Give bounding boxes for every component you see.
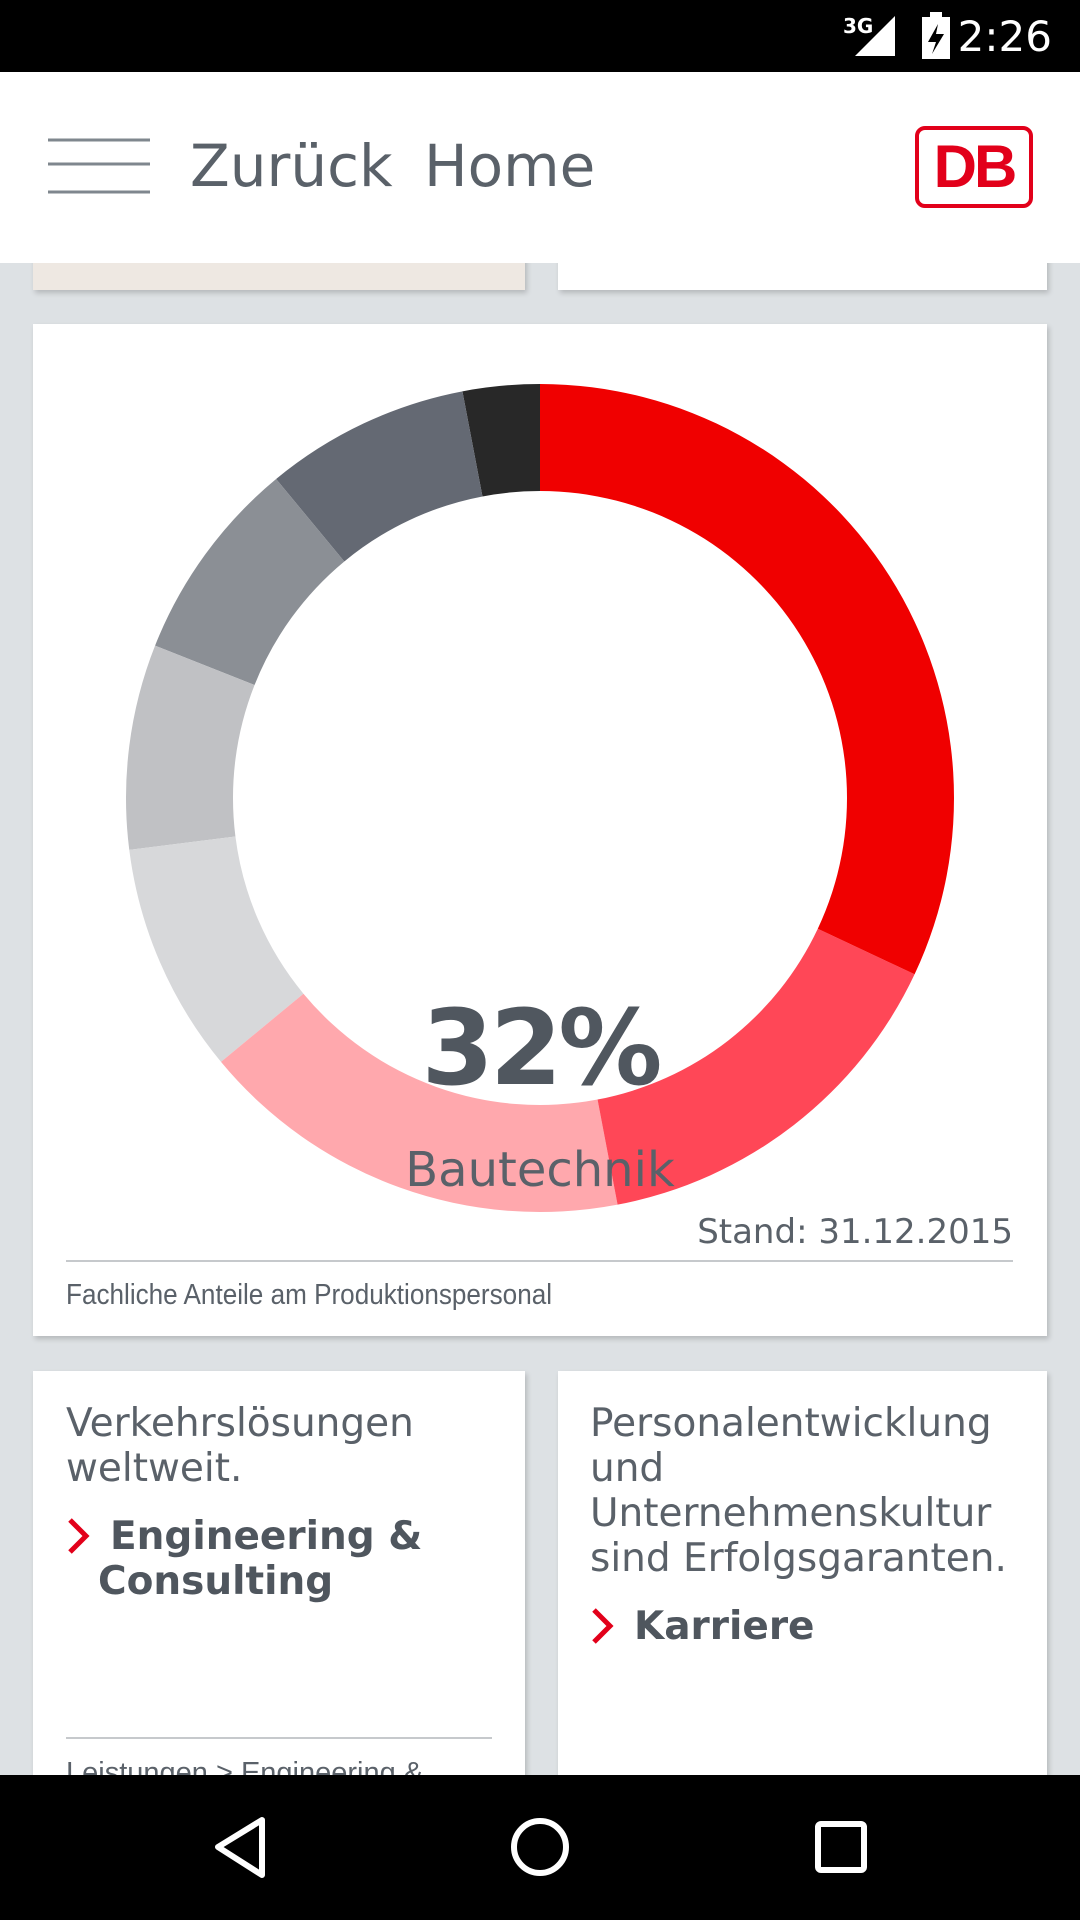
- donut-segment: [221, 993, 618, 1212]
- card-text: Personalentwicklung und Unternehmenskult…: [590, 1401, 1007, 1581]
- card-link[interactable]: Karriere: [634, 1604, 815, 1649]
- signal-icon: [855, 16, 895, 56]
- home-button[interactable]: [511, 1818, 569, 1876]
- back-link[interactable]: Zurück: [190, 132, 393, 200]
- chart-card: 32% Bautechnik Stand: 31.12.2015 Fachlic…: [33, 324, 1047, 1336]
- divider: [66, 1737, 492, 1739]
- nav-bar: [0, 1775, 1080, 1920]
- battery-icon: [922, 12, 950, 59]
- home-link[interactable]: Home: [424, 132, 596, 200]
- donut-segment: [155, 479, 345, 685]
- recents-button[interactable]: [815, 1821, 867, 1873]
- chevron: [592, 1608, 614, 1644]
- header: Zurück Home DB: [0, 72, 1080, 263]
- donut-segment: [129, 836, 304, 1062]
- center-category: Bautechnik: [405, 1142, 675, 1198]
- donut-segment: [540, 384, 954, 975]
- chevron: [68, 1518, 90, 1554]
- donut-segment: [126, 645, 255, 850]
- back-button[interactable]: [215, 1817, 265, 1878]
- menu-button[interactable]: [48, 132, 152, 196]
- db-logo[interactable]: DB: [915, 126, 1033, 208]
- network-type: 3G: [843, 14, 874, 38]
- donut-segment: [597, 928, 915, 1205]
- card-link-wrap[interactable]: Engineering & Consulting: [68, 1514, 490, 1604]
- center-value: 32%: [422, 987, 660, 1109]
- donut-segment: [462, 384, 540, 497]
- chart-note: Stand: 31.12.2015: [697, 1212, 1013, 1252]
- donut-segment: [276, 391, 483, 562]
- nav-icons: [215, 1817, 867, 1878]
- card-link[interactable]: Engineering & Consulting: [98, 1514, 423, 1604]
- chart-caption: Fachliche Anteile am Produktionspersonal: [66, 1279, 553, 1311]
- status-bar: 3G 2:26: [0, 0, 1080, 72]
- card-link-wrap[interactable]: Karriere: [592, 1604, 815, 1649]
- divider: [66, 1260, 1013, 1262]
- card-text: Verkehrslösungen weltweit.: [66, 1401, 414, 1491]
- donut-chart: 32% Bautechnik: [126, 384, 954, 1212]
- clock: 2:26: [957, 12, 1052, 61]
